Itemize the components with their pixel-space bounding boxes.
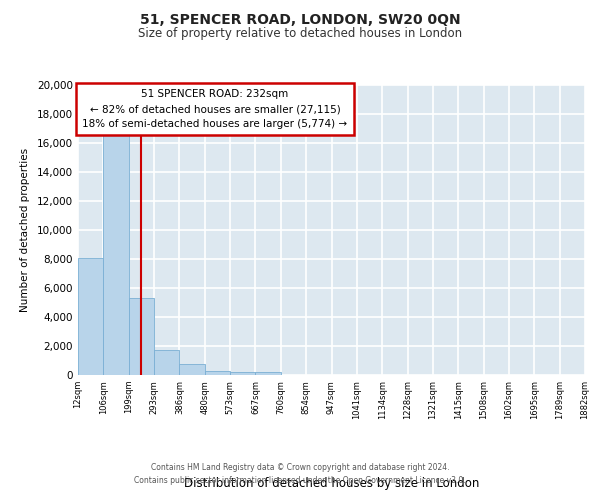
Bar	[78, 258, 103, 375]
Bar	[256, 372, 281, 375]
X-axis label: Distribution of detached houses by size in London: Distribution of detached houses by size …	[184, 478, 479, 490]
Bar	[103, 134, 128, 375]
Bar	[205, 370, 230, 375]
Text: Contains HM Land Registry data © Crown copyright and database right 2024.: Contains HM Land Registry data © Crown c…	[151, 464, 449, 472]
Text: 51, SPENCER ROAD, LONDON, SW20 0QN: 51, SPENCER ROAD, LONDON, SW20 0QN	[140, 12, 460, 26]
Text: Contains public sector information licensed under the Open Government Licence v3: Contains public sector information licen…	[134, 476, 466, 485]
Bar	[128, 298, 154, 375]
Bar	[154, 350, 179, 375]
Bar	[179, 364, 205, 375]
Y-axis label: Number of detached properties: Number of detached properties	[20, 148, 30, 312]
Text: Size of property relative to detached houses in London: Size of property relative to detached ho…	[138, 28, 462, 40]
Bar	[230, 372, 256, 375]
Text: 51 SPENCER ROAD: 232sqm
← 82% of detached houses are smaller (27,115)
18% of sem: 51 SPENCER ROAD: 232sqm ← 82% of detache…	[82, 90, 347, 129]
